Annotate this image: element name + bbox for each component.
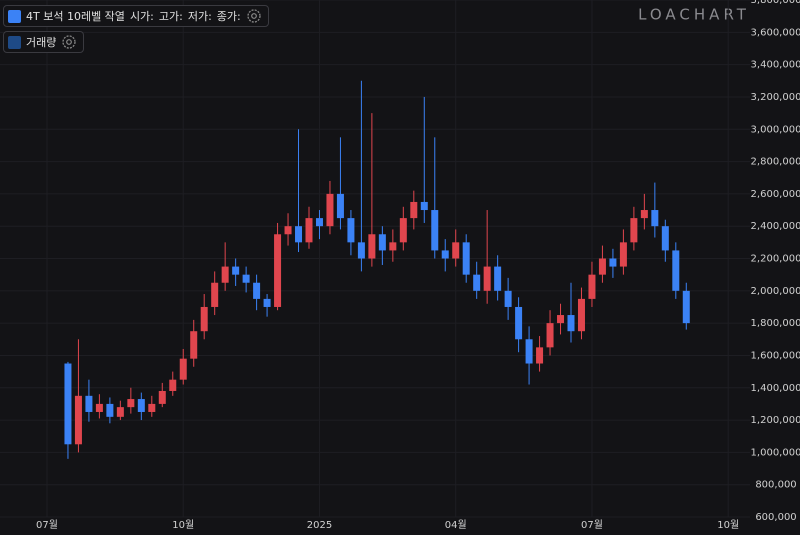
y-tick-label: 3,600,000 <box>751 27 800 38</box>
candle-body <box>74 395 82 445</box>
candle-body <box>305 218 313 243</box>
candle-body <box>315 218 323 227</box>
candle-body <box>137 399 145 412</box>
candle-body <box>441 250 449 259</box>
y-tick-label: 1,800,000 <box>751 318 800 329</box>
x-tick-label: 2025 <box>307 520 332 531</box>
candle-body <box>221 266 229 283</box>
y-tick-label: 3,000,000 <box>751 124 800 135</box>
candle-body <box>116 407 124 417</box>
settings-icon[interactable] <box>246 8 262 24</box>
candle-body <box>368 234 376 259</box>
legend-label: 거래량 <box>26 36 57 49</box>
y-tick-label: 3,200,000 <box>751 92 800 103</box>
candle-body <box>452 242 460 259</box>
candle-body <box>630 218 638 243</box>
candle-body <box>284 226 292 235</box>
candle-body <box>274 234 282 307</box>
candle-body <box>211 282 219 307</box>
x-tick-label: 10월 <box>172 519 194 531</box>
legend-swatch <box>8 9 21 23</box>
candle-body <box>326 193 334 227</box>
x-tick-label: 10월 <box>717 519 739 531</box>
candle-body <box>158 390 166 404</box>
ohlc-label: 시가: <box>129 10 154 23</box>
candle-body <box>85 395 93 412</box>
candle-body <box>619 242 627 267</box>
watermark: LOACHART <box>638 6 750 24</box>
volume-legend: 거래량 <box>3 31 85 53</box>
candle-body <box>525 339 533 364</box>
candle-body <box>242 274 250 283</box>
x-tick-label: 04월 <box>445 519 467 531</box>
candle-body <box>672 250 680 291</box>
candle-body <box>95 403 103 412</box>
candle-body <box>536 347 544 364</box>
candle-body <box>357 242 365 259</box>
legend-label: 4T 보석 10레벨 작열 <box>26 10 125 23</box>
y-tick-label: 800,000 <box>755 480 796 491</box>
candle-body <box>577 298 585 332</box>
candle-body <box>504 290 512 307</box>
candle-body <box>295 226 303 243</box>
candle-body <box>567 315 575 332</box>
candle-body <box>420 201 428 211</box>
y-tick-label: 1,600,000 <box>751 350 800 361</box>
candle-body <box>232 266 240 275</box>
y-tick-label: 2,600,000 <box>751 189 800 200</box>
candle-body <box>483 266 491 291</box>
candle-body <box>462 242 470 275</box>
y-tick-label: 1,000,000 <box>751 447 800 458</box>
candle-body <box>253 282 261 299</box>
candle-body <box>378 234 386 251</box>
candle-body <box>609 258 617 267</box>
candle-body <box>515 306 523 340</box>
ohlc-label: 종가: <box>216 10 241 23</box>
candle-body <box>389 242 397 251</box>
y-tick-label: 1,400,000 <box>751 383 800 394</box>
ohlc-label: 저가: <box>187 10 212 23</box>
y-tick-label: 2,200,000 <box>751 254 800 265</box>
y-tick-label: 600,000 <box>755 512 796 523</box>
candle-body <box>106 403 114 417</box>
candle-body <box>473 274 481 291</box>
candle-body <box>598 258 606 275</box>
y-tick-label: 2,000,000 <box>751 286 800 297</box>
series-legend: 4T 보석 10레벨 작열 시가: 고가: 저가: 종가: <box>3 5 269 27</box>
candle-body <box>190 331 198 359</box>
settings-icon[interactable] <box>61 34 77 50</box>
candle-body <box>682 290 690 324</box>
y-tick-label: 3,400,000 <box>751 60 800 71</box>
candle-body <box>399 218 407 243</box>
candle-body <box>661 226 669 251</box>
x-tick-label: 07월 <box>36 519 58 531</box>
y-tick-label: 1,200,000 <box>751 415 800 426</box>
candle-body <box>494 266 502 291</box>
y-tick-label: 3,800,000 <box>751 0 800 6</box>
candle-body <box>431 210 439 251</box>
x-tick-label: 07월 <box>581 519 603 531</box>
candle-body <box>546 323 554 348</box>
candle-body <box>179 358 187 380</box>
candle-body <box>651 210 659 227</box>
candle-body <box>169 379 177 391</box>
candle-body <box>336 193 344 219</box>
candle-body <box>347 218 355 243</box>
candle-body <box>64 363 72 445</box>
candle-body <box>263 298 271 307</box>
candle-body <box>588 274 596 299</box>
candle-body <box>200 306 208 332</box>
candle-body <box>127 399 135 408</box>
y-tick-label: 2,800,000 <box>751 157 800 168</box>
candle-body <box>410 201 418 219</box>
candle-body <box>557 315 565 324</box>
candle-body <box>148 403 156 412</box>
legend-swatch <box>8 35 21 49</box>
ohlc-label: 고가: <box>158 10 183 23</box>
candle-body <box>640 210 648 219</box>
y-tick-label: 2,400,000 <box>751 221 800 232</box>
